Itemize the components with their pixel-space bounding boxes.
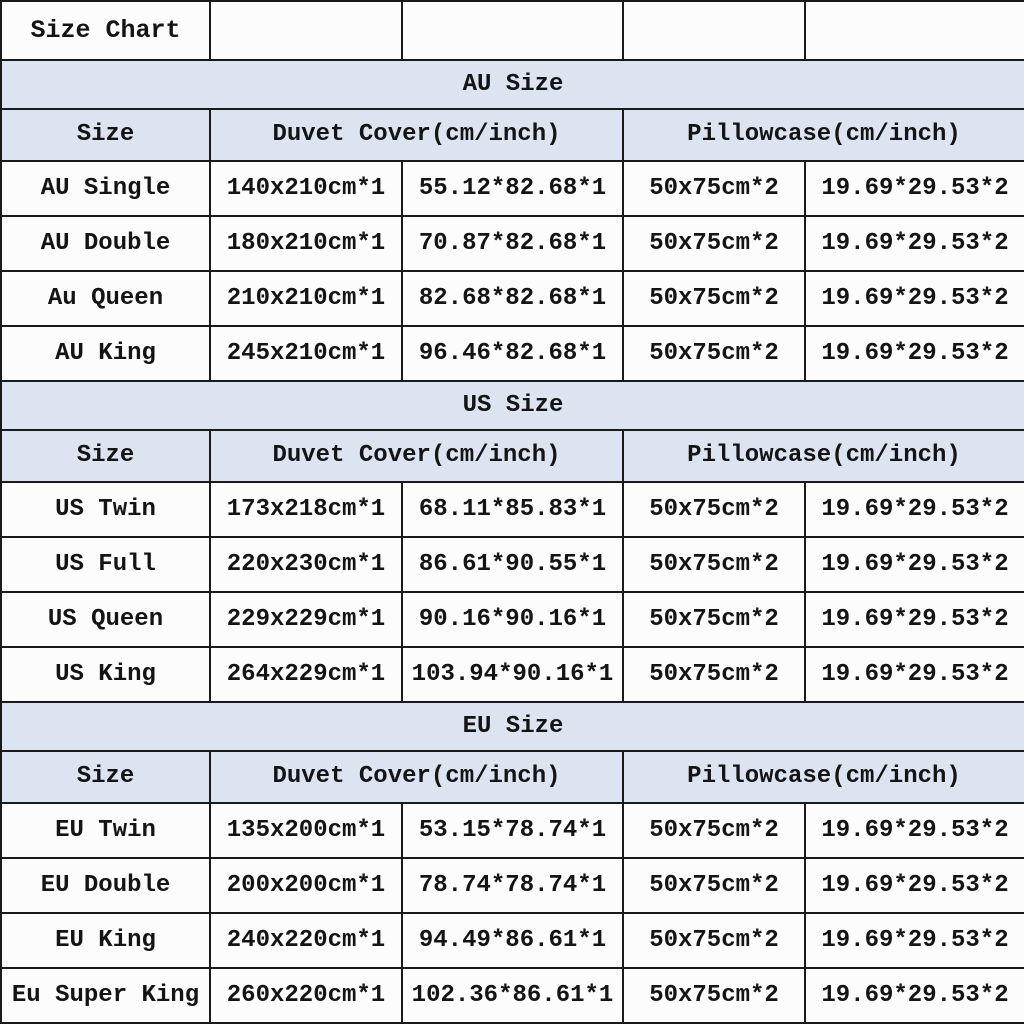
table-row: US King 264x229cm*1 103.94*90.16*1 50x75… xyxy=(0,645,1024,703)
pillow-cm-cell: 50x75cm*2 xyxy=(622,325,806,383)
column-header-duvet: Duvet Cover(cm/inch) xyxy=(209,749,624,804)
duvet-cm-cell: 135x200cm*1 xyxy=(209,801,403,859)
column-header-duvet: Duvet Cover(cm/inch) xyxy=(209,428,624,483)
duvet-cm-cell: 220x230cm*1 xyxy=(209,535,403,593)
size-cell: EU Twin xyxy=(0,801,211,859)
duvet-inch-cell: 103.94*90.16*1 xyxy=(401,645,624,703)
column-header-pillowcase: Pillowcase(cm/inch) xyxy=(622,108,1024,162)
table-row: AU Double 180x210cm*1 70.87*82.68*1 50x7… xyxy=(0,214,1024,272)
column-header-pillowcase: Pillowcase(cm/inch) xyxy=(622,428,1024,483)
duvet-inch-cell: 96.46*82.68*1 xyxy=(401,325,624,383)
table-row: US Queen 229x229cm*1 90.16*90.16*1 50x75… xyxy=(0,590,1024,648)
table-row: Au Queen 210x210cm*1 82.68*82.68*1 50x75… xyxy=(0,269,1024,328)
empty-cell xyxy=(401,0,624,62)
pillow-cm-cell: 50x75cm*2 xyxy=(622,590,806,648)
size-cell: EU King xyxy=(0,911,211,969)
table-row: Eu Super King 260x220cm*1 102.36*86.61*1… xyxy=(0,966,1024,1024)
column-header-duvet: Duvet Cover(cm/inch) xyxy=(209,108,624,162)
duvet-cm-cell: 210x210cm*1 xyxy=(209,269,403,328)
table-row: AU Size xyxy=(0,59,1024,110)
duvet-cm-cell: 260x220cm*1 xyxy=(209,966,403,1024)
duvet-inch-cell: 70.87*82.68*1 xyxy=(401,214,624,272)
duvet-cm-cell: 264x229cm*1 xyxy=(209,645,403,703)
section-band-au: AU Size xyxy=(0,59,1024,110)
size-cell: US King xyxy=(0,645,211,703)
duvet-inch-cell: 55.12*82.68*1 xyxy=(401,159,624,217)
table-row: EU Double 200x200cm*1 78.74*78.74*1 50x7… xyxy=(0,856,1024,914)
pillow-cm-cell: 50x75cm*2 xyxy=(622,159,806,217)
table-row: AU Single 140x210cm*1 55.12*82.68*1 50x7… xyxy=(0,159,1024,217)
pillow-cm-cell: 50x75cm*2 xyxy=(622,535,806,593)
duvet-cm-cell: 173x218cm*1 xyxy=(209,480,403,538)
duvet-cm-cell: 180x210cm*1 xyxy=(209,214,403,272)
column-header-size: Size xyxy=(0,108,211,162)
duvet-inch-cell: 82.68*82.68*1 xyxy=(401,269,624,328)
pillow-inch-cell: 19.69*29.53*2 xyxy=(804,590,1024,648)
table-row: AU King 245x210cm*1 96.46*82.68*1 50x75c… xyxy=(0,325,1024,383)
pillow-cm-cell: 50x75cm*2 xyxy=(622,856,806,914)
pillow-inch-cell: 19.69*29.53*2 xyxy=(804,966,1024,1024)
empty-cell xyxy=(622,0,806,62)
duvet-cm-cell: 240x220cm*1 xyxy=(209,911,403,969)
pillow-cm-cell: 50x75cm*2 xyxy=(622,911,806,969)
duvet-inch-cell: 53.15*78.74*1 xyxy=(401,801,624,859)
pillow-inch-cell: 19.69*29.53*2 xyxy=(804,325,1024,383)
pillow-cm-cell: 50x75cm*2 xyxy=(622,214,806,272)
table-row: US Twin 173x218cm*1 68.11*85.83*1 50x75c… xyxy=(0,480,1024,538)
pillow-inch-cell: 19.69*29.53*2 xyxy=(804,801,1024,859)
empty-cell xyxy=(804,0,1024,62)
duvet-cm-cell: 245x210cm*1 xyxy=(209,325,403,383)
pillow-inch-cell: 19.69*29.53*2 xyxy=(804,214,1024,272)
pillow-cm-cell: 50x75cm*2 xyxy=(622,480,806,538)
table-row: EU Size xyxy=(0,700,1024,752)
size-cell: AU King xyxy=(0,325,211,383)
pillow-inch-cell: 19.69*29.53*2 xyxy=(804,911,1024,969)
column-header-size: Size xyxy=(0,749,211,804)
table-row: US Full 220x230cm*1 86.61*90.55*1 50x75c… xyxy=(0,535,1024,593)
empty-cell xyxy=(209,0,403,62)
pillow-inch-cell: 19.69*29.53*2 xyxy=(804,269,1024,328)
pillow-cm-cell: 50x75cm*2 xyxy=(622,269,806,328)
size-cell: US Queen xyxy=(0,590,211,648)
pillow-cm-cell: 50x75cm*2 xyxy=(622,801,806,859)
pillow-inch-cell: 19.69*29.53*2 xyxy=(804,159,1024,217)
table-row: Size Duvet Cover(cm/inch) Pillowcase(cm/… xyxy=(0,428,1024,483)
section-band-eu: EU Size xyxy=(0,700,1024,752)
table-row: US Size xyxy=(0,380,1024,431)
size-cell: Eu Super King xyxy=(0,966,211,1024)
size-cell: AU Double xyxy=(0,214,211,272)
duvet-inch-cell: 90.16*90.16*1 xyxy=(401,590,624,648)
table-row: Size Duvet Cover(cm/inch) Pillowcase(cm/… xyxy=(0,108,1024,162)
size-cell: AU Single xyxy=(0,159,211,217)
pillow-inch-cell: 19.69*29.53*2 xyxy=(804,480,1024,538)
section-band-us: US Size xyxy=(0,380,1024,431)
table-row: Size Duvet Cover(cm/inch) Pillowcase(cm/… xyxy=(0,749,1024,804)
duvet-inch-cell: 78.74*78.74*1 xyxy=(401,856,624,914)
table-row: EU King 240x220cm*1 94.49*86.61*1 50x75c… xyxy=(0,911,1024,969)
size-cell: US Twin xyxy=(0,480,211,538)
duvet-cm-cell: 140x210cm*1 xyxy=(209,159,403,217)
column-header-pillowcase: Pillowcase(cm/inch) xyxy=(622,749,1024,804)
size-cell: US Full xyxy=(0,535,211,593)
duvet-cm-cell: 229x229cm*1 xyxy=(209,590,403,648)
table-row: Size Chart xyxy=(0,0,1024,62)
chart-title: Size Chart xyxy=(0,0,211,62)
duvet-inch-cell: 86.61*90.55*1 xyxy=(401,535,624,593)
duvet-inch-cell: 94.49*86.61*1 xyxy=(401,911,624,969)
duvet-inch-cell: 102.36*86.61*1 xyxy=(401,966,624,1024)
duvet-inch-cell: 68.11*85.83*1 xyxy=(401,480,624,538)
pillow-inch-cell: 19.69*29.53*2 xyxy=(804,535,1024,593)
duvet-cm-cell: 200x200cm*1 xyxy=(209,856,403,914)
pillow-inch-cell: 19.69*29.53*2 xyxy=(804,645,1024,703)
size-cell: EU Double xyxy=(0,856,211,914)
column-header-size: Size xyxy=(0,428,211,483)
table-row: EU Twin 135x200cm*1 53.15*78.74*1 50x75c… xyxy=(0,801,1024,859)
size-cell: Au Queen xyxy=(0,269,211,328)
pillow-inch-cell: 19.69*29.53*2 xyxy=(804,856,1024,914)
pillow-cm-cell: 50x75cm*2 xyxy=(622,645,806,703)
pillow-cm-cell: 50x75cm*2 xyxy=(622,966,806,1024)
